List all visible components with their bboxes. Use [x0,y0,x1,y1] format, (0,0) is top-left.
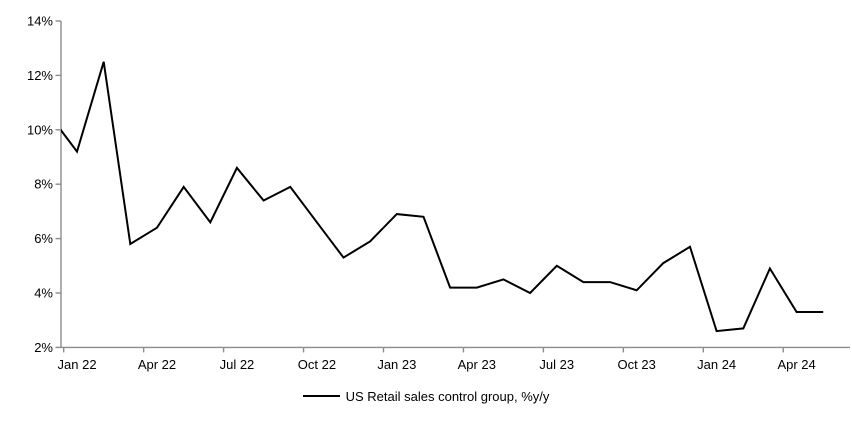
x-tick-label: Jan 23 [377,357,416,372]
x-tick-label: Apr 22 [138,357,176,372]
y-tick-label: 8% [34,177,53,192]
legend-label: US Retail sales control group, %y/y [345,388,550,404]
series-line [61,61,824,333]
legend-line-sample [302,395,340,397]
x-tick-label: Jan 22 [58,357,97,372]
y-tick-label: 12% [27,68,53,83]
y-tick-label: 4% [34,286,53,301]
legend: US Retail sales control group, %y/y [0,387,852,405]
x-tick-label: Oct 23 [618,357,656,372]
x-tick-label: Oct 22 [298,357,336,372]
x-tick-label: Jul 23 [539,357,574,372]
y-tick-label: 6% [34,231,53,246]
x-tick-label: Jul 22 [220,357,255,372]
y-tick-label: 2% [34,340,53,355]
x-tick-label: Jan 24 [697,357,736,372]
y-tick-label: 10% [27,122,53,137]
x-tick-label: Apr 23 [458,357,496,372]
x-tick-label: Apr 24 [777,357,815,372]
y-tick-label: 14% [27,14,53,29]
